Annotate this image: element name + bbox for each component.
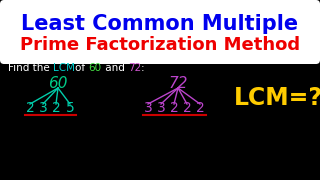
Text: :: : bbox=[141, 63, 145, 73]
Text: 3: 3 bbox=[39, 101, 47, 115]
Text: 2: 2 bbox=[52, 101, 60, 115]
Text: of: of bbox=[75, 63, 88, 73]
Text: Find the: Find the bbox=[8, 63, 53, 73]
Text: 72: 72 bbox=[128, 63, 141, 73]
Text: 2: 2 bbox=[170, 101, 178, 115]
Text: LCM: LCM bbox=[53, 63, 75, 73]
Text: 2: 2 bbox=[183, 101, 191, 115]
Text: 5: 5 bbox=[66, 101, 74, 115]
Text: 3: 3 bbox=[144, 101, 152, 115]
Text: Prime Factorization Method: Prime Factorization Method bbox=[20, 36, 300, 54]
Text: 3: 3 bbox=[156, 101, 165, 115]
Text: 60: 60 bbox=[48, 75, 68, 91]
Text: 72: 72 bbox=[168, 75, 188, 91]
FancyBboxPatch shape bbox=[0, 0, 320, 64]
Text: 2: 2 bbox=[26, 101, 34, 115]
Text: 60: 60 bbox=[88, 63, 101, 73]
Text: Least Common Multiple: Least Common Multiple bbox=[21, 14, 299, 34]
Text: and: and bbox=[101, 63, 128, 73]
Text: 2: 2 bbox=[196, 101, 204, 115]
Text: LCM=?: LCM=? bbox=[234, 86, 320, 110]
